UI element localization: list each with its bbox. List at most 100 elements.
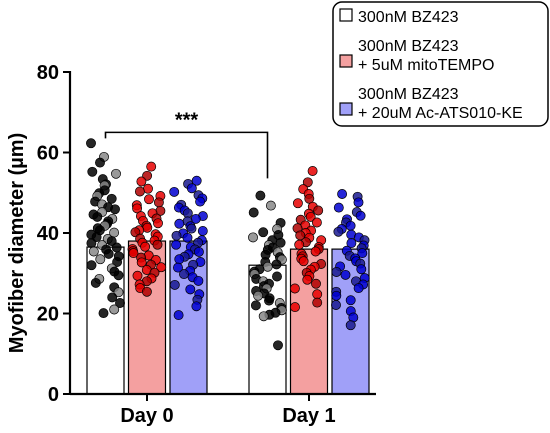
- legend-entry-2-line-2: + 5uM mitoTEMPO: [358, 57, 494, 74]
- data-point: [109, 304, 120, 315]
- data-point: [272, 271, 282, 282]
- data-point: [179, 269, 189, 280]
- data-point: [345, 220, 356, 231]
- data-point: [353, 197, 364, 208]
- data-point: [112, 257, 123, 267]
- data-point: [146, 161, 157, 172]
- data-point: [185, 284, 196, 295]
- data-point: [248, 207, 259, 218]
- data-point: [95, 157, 105, 168]
- data-point: [262, 261, 273, 272]
- data-point: [356, 264, 367, 275]
- data-point: [171, 230, 182, 241]
- data-point: [302, 177, 313, 188]
- data-point: [258, 227, 269, 238]
- data-point: [292, 198, 303, 209]
- data-point: [312, 289, 323, 300]
- data-point: [346, 238, 357, 249]
- data-point: [193, 246, 204, 257]
- data-point: [113, 270, 124, 281]
- data-point: [136, 176, 147, 187]
- data-point: [153, 197, 164, 208]
- data-point: [132, 270, 143, 281]
- legend-swatch-3: [339, 102, 353, 116]
- significance-bracket: [104, 131, 269, 179]
- y-tick-label: 40: [37, 223, 59, 245]
- data-point: [115, 298, 125, 308]
- data-point: [169, 279, 180, 290]
- legend-entry-3-line-1: 300nM BZ423: [358, 86, 459, 103]
- significance-label: ***: [175, 109, 199, 131]
- data-point: [331, 300, 341, 310]
- data-point: [87, 166, 98, 177]
- data-point: [107, 292, 118, 303]
- data-point: [86, 238, 97, 249]
- data-point: [156, 262, 167, 273]
- data-point: [340, 269, 351, 280]
- x-category-label: Day 1: [282, 405, 335, 427]
- data-point: [171, 239, 182, 250]
- y-tick-label: 60: [37, 143, 59, 165]
- legend-entry-2-line-1: 300nM BZ423: [358, 38, 459, 55]
- data-point: [152, 239, 163, 250]
- data-point: [174, 218, 185, 229]
- data-point: [298, 256, 309, 267]
- data-point: [169, 186, 180, 197]
- data-point: [95, 254, 106, 265]
- axes: Myofiber diameter (µm) 0 20 40 60 80 Day 0 Day…: [6, 62, 376, 427]
- y-tick-label: 0: [48, 384, 59, 406]
- plot-area: [86, 138, 370, 395]
- data-point: [141, 286, 152, 297]
- data-point: [248, 232, 258, 243]
- data-point: [289, 283, 300, 294]
- data-point: [345, 320, 356, 331]
- legend: 300nM BZ423 300nM BZ423 + 5uM mitoTEMPO 300…: [332, 1, 549, 127]
- data-point: [353, 283, 364, 294]
- data-point: [258, 311, 269, 322]
- data-point: [355, 210, 366, 221]
- data-point: [337, 189, 348, 199]
- data-point: [193, 275, 204, 286]
- data-point: [191, 301, 202, 312]
- data-point: [173, 310, 184, 321]
- data-point: [271, 259, 282, 270]
- data-point: [136, 257, 147, 268]
- data-point: [186, 183, 197, 194]
- data-point: [144, 194, 154, 205]
- bar-2-day-1: [289, 248, 329, 395]
- data-point: [106, 193, 117, 204]
- data-point: [134, 186, 145, 197]
- data-point: [197, 226, 208, 236]
- data-point: [86, 138, 96, 149]
- data-point: [111, 168, 121, 179]
- data-point: [311, 217, 322, 228]
- legend-entry-1-line-1: 300nM BZ423: [358, 9, 459, 26]
- data-point: [313, 205, 324, 216]
- data-point: [250, 300, 261, 311]
- data-point: [294, 239, 305, 250]
- data-point: [253, 290, 264, 301]
- data-point: [290, 302, 300, 313]
- x-category-label: Day 0: [120, 405, 173, 427]
- data-point: [357, 248, 368, 259]
- y-tick-label: 80: [37, 62, 59, 84]
- data-point: [275, 237, 286, 248]
- data-point: [98, 308, 109, 319]
- data-point: [331, 290, 342, 301]
- data-point: [173, 262, 183, 273]
- data-point: [174, 254, 185, 265]
- data-point: [182, 232, 193, 243]
- data-point: [140, 241, 151, 252]
- data-point: [333, 226, 344, 237]
- data-point: [345, 295, 356, 306]
- data-point: [128, 248, 139, 259]
- legend-box: [332, 1, 549, 127]
- data-point: [186, 223, 197, 234]
- legend-swatch-2: [339, 54, 353, 68]
- data-point: [103, 248, 114, 259]
- data-point: [312, 297, 323, 308]
- data-point: [302, 274, 313, 285]
- data-point: [311, 278, 321, 289]
- data-point: [310, 246, 321, 257]
- legend-entry-3-line-2: + 20uM Ac-ATS010-KE: [358, 105, 523, 122]
